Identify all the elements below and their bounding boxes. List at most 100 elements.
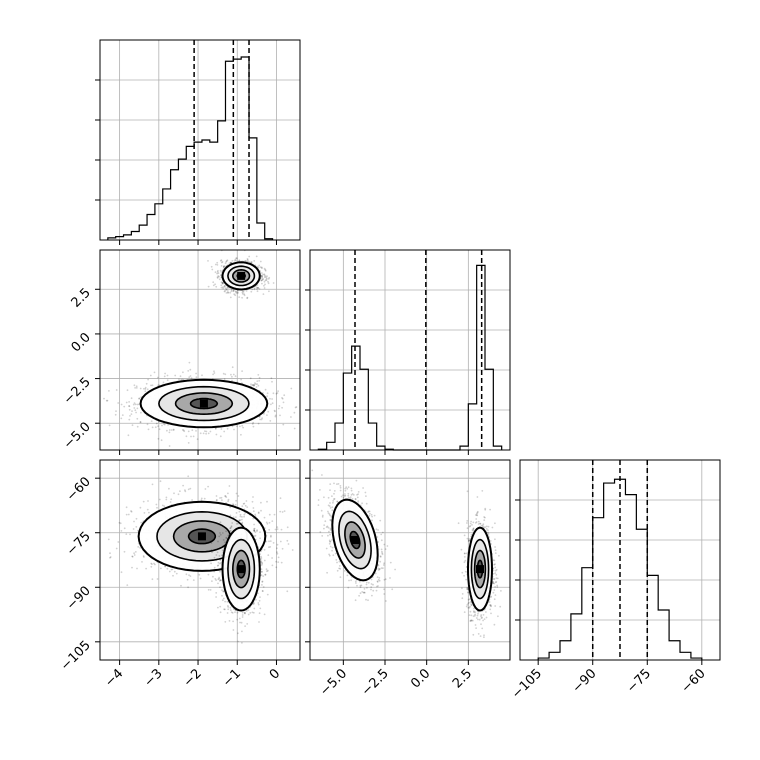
sample-point xyxy=(115,410,117,412)
sample-point xyxy=(224,621,227,623)
sample-point xyxy=(223,265,226,267)
sample-point xyxy=(229,291,232,294)
sample-point xyxy=(227,291,230,294)
sample-point xyxy=(235,257,238,260)
sample-point xyxy=(230,373,232,376)
sample-point xyxy=(120,530,123,532)
sample-point xyxy=(131,410,133,412)
histogram-step xyxy=(107,56,274,240)
sample-point xyxy=(217,275,220,277)
sample-point xyxy=(239,621,241,624)
sample-point xyxy=(245,260,248,263)
sample-point xyxy=(251,423,254,425)
sample-point xyxy=(138,397,141,400)
sample-point xyxy=(230,261,233,264)
sample-point xyxy=(144,390,147,393)
sample-point xyxy=(109,552,111,555)
sample-point xyxy=(217,269,219,272)
sample-point xyxy=(241,524,244,527)
sample-point xyxy=(139,421,142,423)
sample-point xyxy=(131,424,134,427)
sample-point xyxy=(230,289,233,291)
sample-point xyxy=(127,434,130,437)
sample-point xyxy=(210,549,213,551)
sample-point xyxy=(269,397,271,400)
sample-point xyxy=(240,621,243,624)
sample-point xyxy=(219,532,221,534)
sample-point xyxy=(261,275,263,278)
sample-point xyxy=(147,378,150,381)
sample-point xyxy=(241,614,244,616)
sample-point xyxy=(121,414,124,416)
sample-point xyxy=(263,287,266,289)
sample-point xyxy=(264,269,267,272)
sample-point xyxy=(256,380,259,382)
sample-point xyxy=(212,284,215,287)
sample-point xyxy=(184,489,186,491)
sample-point xyxy=(241,505,244,507)
sample-point xyxy=(261,279,264,281)
sample-point xyxy=(231,375,233,378)
sample-point xyxy=(146,508,149,511)
sample-point xyxy=(276,526,279,528)
sample-point xyxy=(115,389,118,391)
sample-point xyxy=(219,586,221,589)
axes-frame xyxy=(99,39,301,241)
sample-point xyxy=(261,267,263,270)
sample-point xyxy=(278,405,281,407)
sample-point xyxy=(235,492,238,495)
sample-point xyxy=(242,503,245,505)
sample-point xyxy=(209,430,212,433)
sample-point xyxy=(115,547,118,550)
sample-point xyxy=(168,445,171,447)
sample-point xyxy=(172,574,174,577)
sample-point xyxy=(212,575,214,578)
sample-point xyxy=(160,439,163,442)
sample-point xyxy=(105,399,108,402)
sample-point xyxy=(256,288,258,290)
sample-point xyxy=(266,275,268,277)
sample-point xyxy=(219,259,222,262)
sample-point xyxy=(151,384,154,387)
sample-point xyxy=(253,288,256,291)
sample-point xyxy=(143,512,146,514)
sample-point xyxy=(215,554,218,556)
sample-point xyxy=(216,551,219,554)
sample-point xyxy=(147,428,150,431)
sample-point xyxy=(256,290,259,293)
sample-point xyxy=(217,272,220,275)
sample-point xyxy=(268,521,271,524)
sample-point xyxy=(260,275,263,278)
sample-point xyxy=(223,286,226,288)
scatter-p3-vs-p1-panel: −60−75−90−105−4 −3 −2 −1 0 xyxy=(58,459,301,690)
sample-point xyxy=(283,510,286,512)
sample-point xyxy=(173,570,176,573)
sample-point xyxy=(231,379,233,382)
sample-point xyxy=(263,276,266,279)
sample-point xyxy=(241,293,244,295)
sample-point xyxy=(293,411,296,414)
sample-point xyxy=(127,513,130,516)
sample-point xyxy=(218,555,221,557)
sample-point xyxy=(258,376,261,379)
axes-frame xyxy=(99,249,301,451)
sample-point xyxy=(246,506,249,508)
sample-point xyxy=(222,372,225,375)
sample-point xyxy=(146,388,149,391)
sample-point xyxy=(214,283,217,286)
sample-point xyxy=(271,564,274,567)
sample-point xyxy=(179,375,182,378)
sample-point xyxy=(232,373,235,376)
sample-point xyxy=(130,413,133,415)
sample-point xyxy=(220,286,223,289)
scatter-p2-vs-p1-panel: 2.50.0−2.5−5.0 xyxy=(61,249,301,455)
sample-point xyxy=(199,577,202,580)
sample-point xyxy=(184,490,187,493)
sample-point xyxy=(161,424,163,427)
sample-point xyxy=(205,430,208,433)
sample-point xyxy=(166,567,169,570)
sample-point xyxy=(125,533,128,535)
sample-point xyxy=(192,579,195,581)
sample-point xyxy=(220,261,223,264)
sample-point xyxy=(216,261,219,264)
